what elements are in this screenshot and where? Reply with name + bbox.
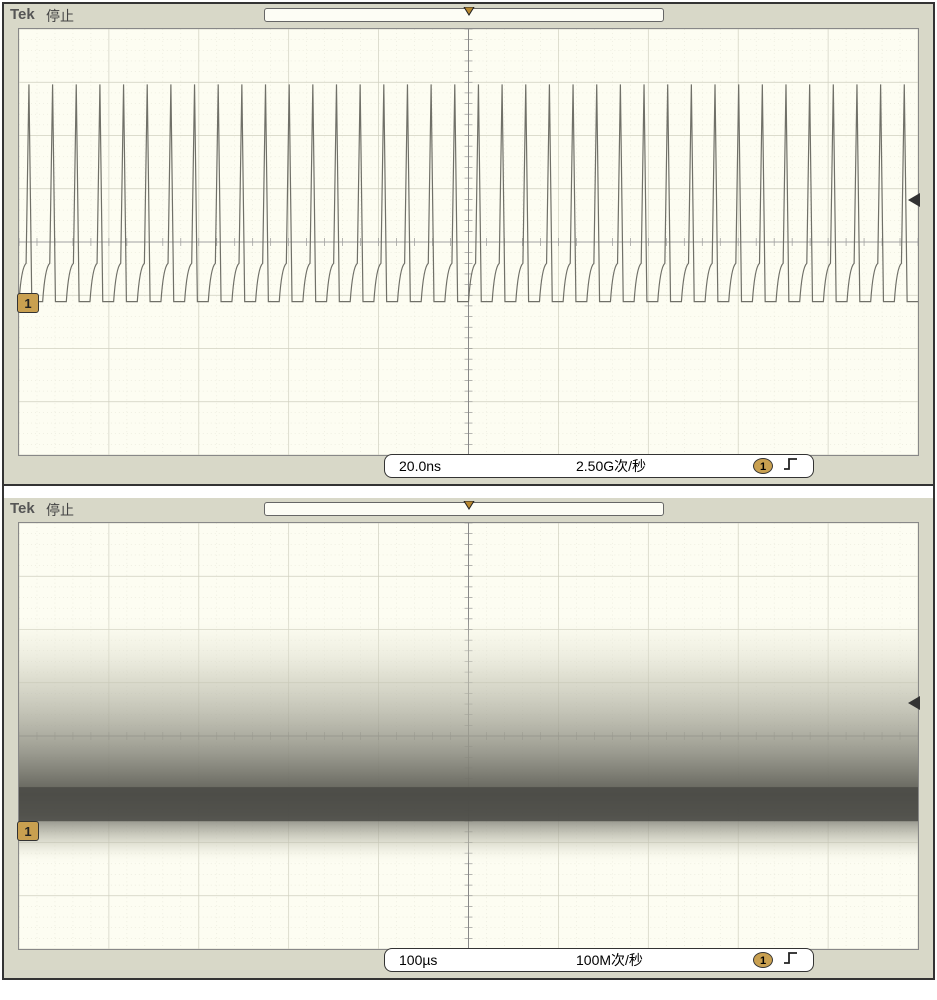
brand-label: Tek <box>10 6 35 23</box>
timebase-readout: 20.0ns <box>399 458 576 474</box>
trigger-level-indicator[interactable] <box>908 696 920 710</box>
trigger-position-marker[interactable]: T <box>462 498 476 520</box>
oscilloscope-container: Tek 停止 T 1 20.0ns 2.50G次/秒 1 Tek <box>2 2 935 980</box>
scope-footer-2: 100µs 100M次/秒 1 <box>4 950 933 978</box>
trigger-slope-icon <box>783 950 799 971</box>
timebase-readout: 100µs <box>399 952 576 968</box>
trigger-slope-icon <box>783 456 799 477</box>
brand-label: Tek <box>10 500 35 517</box>
trigger-position-marker[interactable]: T <box>462 4 476 26</box>
channel-ground-indicator[interactable]: 1 <box>17 821 39 841</box>
acquisition-status: 停止 <box>46 500 74 520</box>
scope-panel-2: Tek 停止 T 1 100µs 100M次/秒 1 <box>4 498 933 978</box>
scope-panel-1: Tek 停止 T 1 20.0ns 2.50G次/秒 1 <box>4 4 933 486</box>
waveform-display-2[interactable]: 1 <box>18 522 919 950</box>
readout-bar-2: 100µs 100M次/秒 1 <box>384 948 814 972</box>
readout-bar-1: 20.0ns 2.50G次/秒 1 <box>384 454 814 478</box>
sample-rate-readout: 100M次/秒 <box>576 950 753 970</box>
scope-footer-1: 20.0ns 2.50G次/秒 1 <box>4 456 933 484</box>
trigger-level-indicator[interactable] <box>908 193 920 207</box>
trigger-channel-badge: 1 <box>753 458 773 474</box>
acquisition-status: 停止 <box>46 6 74 26</box>
waveform-display-1[interactable]: 1 <box>18 28 919 456</box>
scope-header-1: Tek 停止 T <box>4 4 933 28</box>
panel-gap <box>4 486 933 498</box>
trigger-channel-badge: 1 <box>753 952 773 968</box>
channel-ground-indicator[interactable]: 1 <box>17 293 39 313</box>
scope-header-2: Tek 停止 T <box>4 498 933 522</box>
sample-rate-readout: 2.50G次/秒 <box>576 456 753 476</box>
